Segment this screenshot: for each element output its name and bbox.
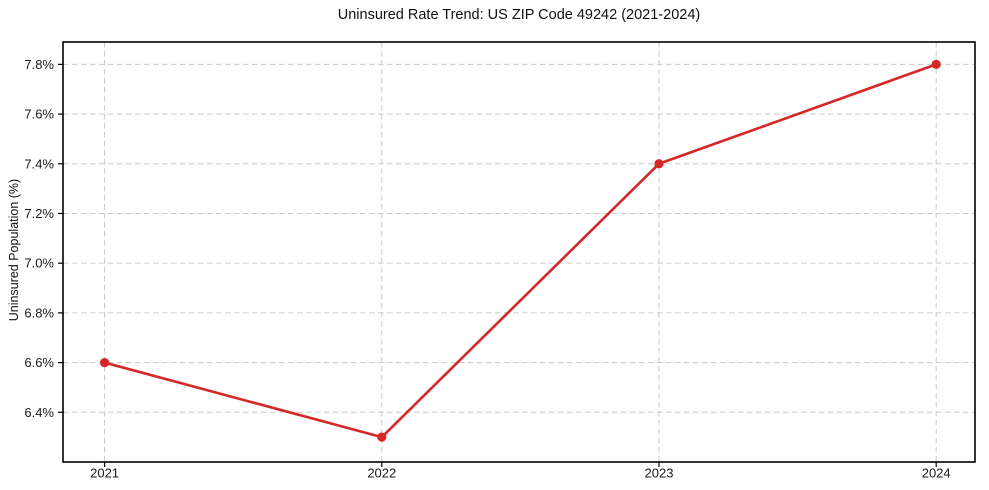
y-tick-label: 7.2% xyxy=(24,206,54,221)
y-tick-label: 7.4% xyxy=(24,156,54,171)
y-tick-label: 6.4% xyxy=(24,405,54,420)
y-axis-label: Uninsured Population (%) xyxy=(7,178,21,322)
data-point-marker xyxy=(99,357,110,368)
y-tick-label: 7.0% xyxy=(24,256,54,271)
x-tick-label: 2024 xyxy=(922,466,951,481)
y-tick-label: 6.8% xyxy=(24,305,54,320)
trend-line xyxy=(103,63,938,439)
x-tick-label: 2022 xyxy=(367,466,396,481)
plot-border xyxy=(62,41,976,463)
chart-title: Uninsured Rate Trend: US ZIP Code 49242 … xyxy=(337,7,701,23)
y-tick-label: 6.6% xyxy=(24,355,54,370)
x-tick-label: 2023 xyxy=(645,466,674,481)
data-point-marker xyxy=(654,159,664,169)
x-tick-label: 2021 xyxy=(90,466,119,481)
data-point-marker xyxy=(931,59,941,69)
y-tick-label: 7.6% xyxy=(24,107,54,122)
data-point-marker xyxy=(377,432,387,442)
y-tick-label: 7.8% xyxy=(24,57,54,72)
